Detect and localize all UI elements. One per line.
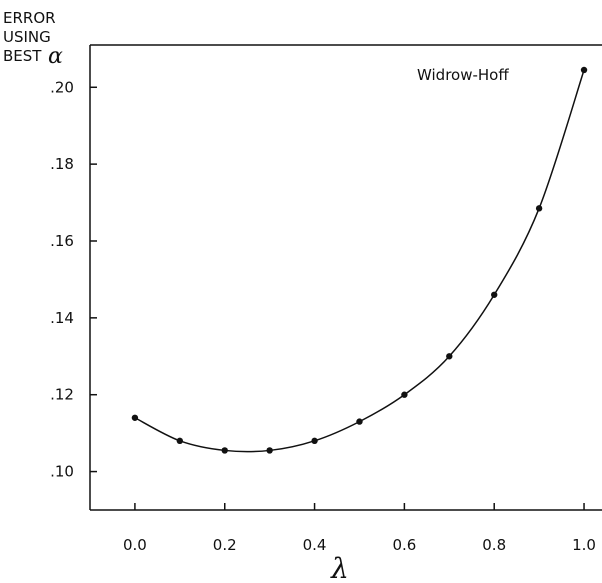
data-point: [356, 418, 363, 425]
x-tick-label: 0.0: [123, 536, 147, 554]
annotation-widrow-hoff: Widrow-Hoff: [417, 66, 509, 84]
x-tick-label: 0.6: [392, 536, 416, 554]
y-tick-label: .12: [50, 386, 74, 404]
data-point: [401, 391, 408, 398]
y-tick-label: .16: [50, 232, 74, 250]
data-point: [535, 205, 543, 212]
x-axis-label: λ: [330, 552, 349, 583]
x-tick-label: 0.8: [482, 536, 506, 554]
x-tick-label: 0.2: [213, 536, 237, 554]
x-tick-label: 1.0: [572, 536, 596, 554]
y-axis-label-line-3: BEST: [3, 47, 42, 65]
y-axis-label-line-2: USING: [3, 28, 51, 46]
y-tick-label: .14: [50, 309, 74, 327]
ticks-layer: 0.0 0.2 0.4 0.6 0.8 1.0 .10 .12 .14 .16 .18 .20: [50, 78, 596, 554]
data-point: [491, 291, 498, 298]
x-tick-label: 0.4: [303, 536, 327, 554]
data-point: [311, 437, 318, 445]
series-line-widrow-hoff: [134, 69, 585, 453]
y-tick-label: .18: [50, 155, 74, 173]
y-axis-label-line-1: ERROR: [3, 9, 56, 27]
y-tick-label: .20: [50, 78, 74, 96]
data-point: [221, 447, 228, 454]
y-tick-label: .10: [50, 463, 74, 481]
points-layer: [131, 66, 588, 454]
data-point: [131, 414, 139, 421]
data-point: [580, 66, 588, 74]
data-point: [266, 447, 273, 454]
y-axis-label-alpha: α: [48, 44, 63, 69]
data-point: [446, 353, 453, 360]
data-point: [176, 437, 184, 445]
